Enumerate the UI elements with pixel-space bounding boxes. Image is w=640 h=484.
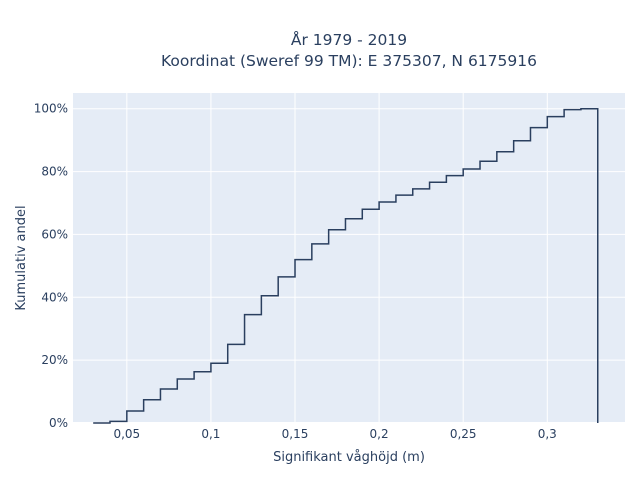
chart-title-line-1: År 1979 - 2019 <box>291 30 407 49</box>
y-tick-label: 20% <box>41 353 68 367</box>
x-tick-label: 0,05 <box>113 427 140 441</box>
y-tick-label: 80% <box>41 165 68 179</box>
x-tick-label: 0,3 <box>538 427 557 441</box>
x-tick-label: 0,1 <box>201 427 220 441</box>
y-tick-label: 60% <box>41 227 68 241</box>
chart-title-line-2: Koordinat (Sweref 99 TM): E 375307, N 61… <box>161 52 537 70</box>
x-tick-label: 0,2 <box>370 427 389 441</box>
y-axis-title: Kumulativ andel <box>14 205 29 310</box>
grid-lines <box>73 93 625 424</box>
series-layer[interactable] <box>93 107 599 424</box>
plot-background <box>73 93 625 423</box>
y-tick-label: 0% <box>49 416 68 430</box>
cumulative-step-line[interactable] <box>93 107 599 424</box>
tick-labels: 0,05 0,1 0,15 0,2 0,25 0,3 0% 20% 40% 60% 80% 100% <box>34 102 557 441</box>
y-tick-label: 40% <box>41 290 68 304</box>
y-tick-label: 100% <box>34 102 68 116</box>
x-axis-title: Signifikant våghöjd (m) <box>273 450 425 465</box>
x-tick-label: 0,15 <box>282 427 309 441</box>
x-tick-label: 0,25 <box>450 427 477 441</box>
